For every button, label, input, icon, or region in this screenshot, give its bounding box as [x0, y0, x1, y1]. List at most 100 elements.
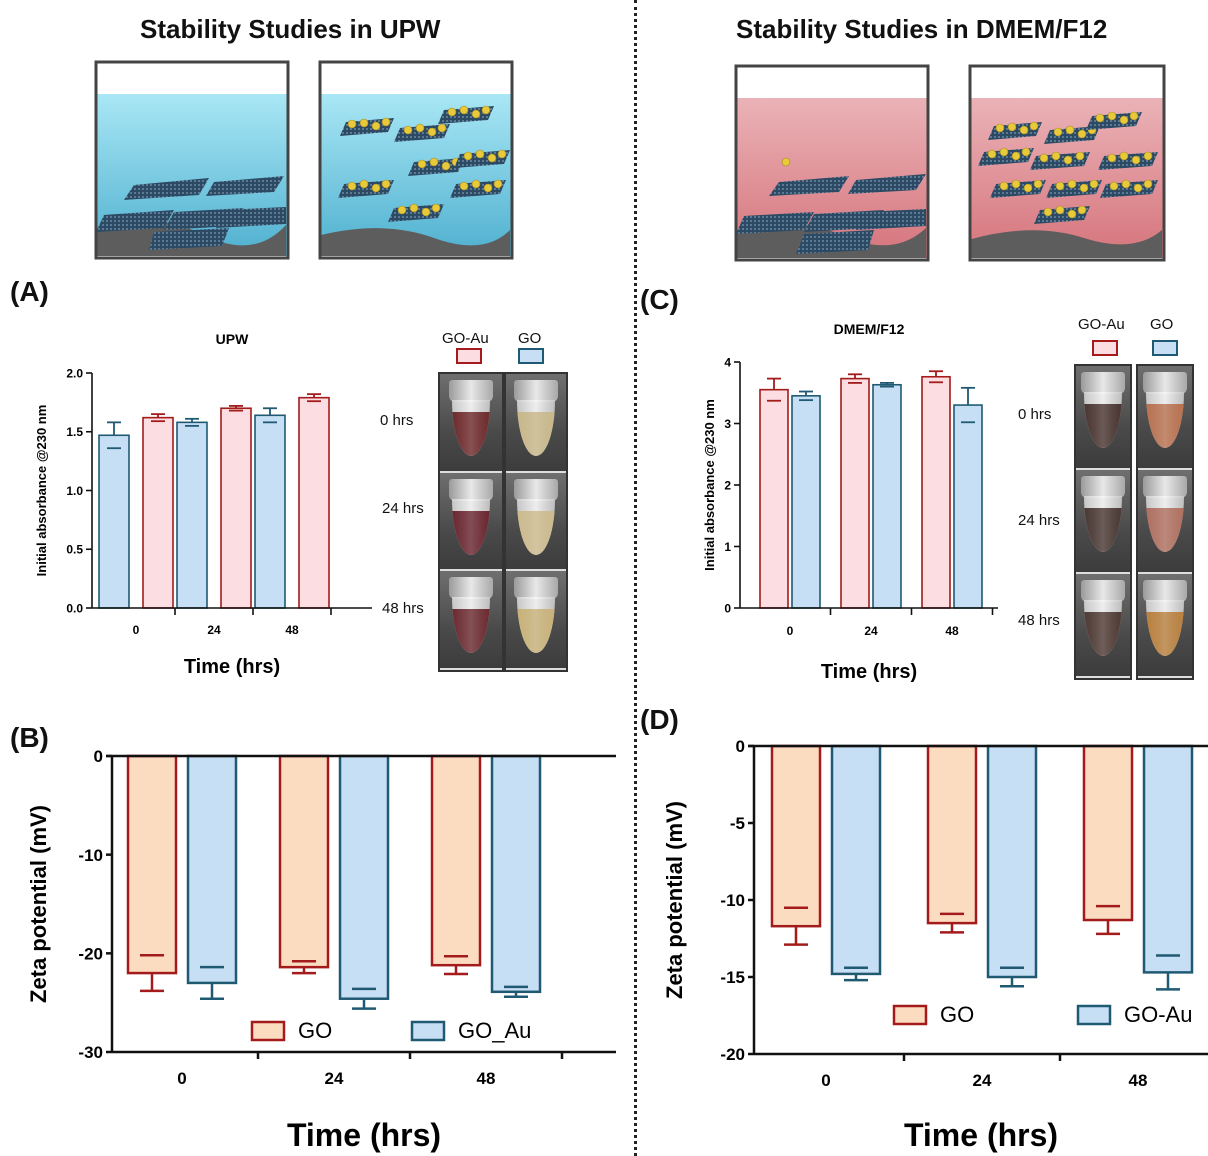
- chart-a-ytick-label-4: 2.0: [66, 366, 83, 380]
- chart-a-xlabel: Time (hrs): [184, 656, 280, 678]
- chart-a-ytick-label-3: 1.5: [66, 425, 83, 439]
- schematic-dmem: [734, 64, 1166, 262]
- chart-a-ytick-label-2: 1.0: [66, 484, 83, 498]
- chart-d-legend-swatch-1: [1076, 1004, 1112, 1026]
- photo-c-row-label-24: 24 hrs: [1018, 512, 1060, 529]
- chart-d-legend-label-1: GO-Au: [1124, 1002, 1192, 1027]
- photo-a-row-label-48: 48 hrs: [382, 600, 424, 617]
- photo-c-tube-1-2: [1138, 574, 1192, 678]
- panel-letter-d: (D): [640, 704, 679, 735]
- chart-d-legend-swatch-0: [892, 1004, 928, 1026]
- chart-c-ytick-label-2: 2: [724, 478, 731, 492]
- photo-c-col-label-go: GO: [1150, 316, 1174, 333]
- chart-d-xtick-label-24: 24: [973, 1071, 992, 1090]
- chart-c-title: DMEM/F12: [834, 321, 905, 337]
- photo-a-column-goau: [438, 372, 504, 672]
- chart-c-bar-0-0: [759, 388, 789, 609]
- photo-a-tube-1-1: [506, 472, 566, 572]
- panel-letter-a: (A): [10, 276, 49, 307]
- chart-d-bar-0-1: [830, 744, 882, 976]
- chart-a-bar-24-1: [220, 407, 252, 609]
- chart-b-ylabel: Zeta potential (mV): [26, 805, 51, 1003]
- photo-c-col-label-goau: GO-Au: [1078, 316, 1125, 333]
- chart-d-ylabel: Zeta potential (mV): [662, 801, 687, 999]
- chart-b-bar-48-1: [490, 754, 542, 994]
- chart-b-bar-0-1: [186, 754, 238, 985]
- photo-c-row-label-48: 48 hrs: [1018, 612, 1060, 629]
- chart-c-ytick-label-3: 3: [724, 417, 731, 431]
- chart-c-bar-0-1: [791, 395, 821, 609]
- chart-b-legend-label-0: GO: [298, 1018, 332, 1043]
- chart-b-bar-24-0: [278, 754, 330, 969]
- chart-d-ytick-label-0: -20: [720, 1045, 745, 1064]
- chart-c-absorbance-dmem: DMEM/F12 0 1 2 3 4 0 24 48 Time (hrs) Initial abso…: [702, 321, 998, 683]
- photo-a-tube-1-0: [506, 374, 566, 473]
- chart-d-zeta-dmem: -20 -15 -10 -5 0 0 24 48 Time (hrs) Zeta potentia…: [662, 737, 1208, 1153]
- photo-a-col-label-go: GO: [518, 330, 542, 347]
- photo-c-column-go: [1136, 364, 1194, 680]
- chart-c-bar-48-1: [953, 404, 983, 609]
- chart-d-ytick-label-2: -10: [720, 891, 745, 910]
- chart-c-ytick-label-0: 0: [724, 601, 731, 615]
- photo-a-swatch-goau: [456, 348, 482, 364]
- chart-d-ytick-label-3: -5: [730, 814, 745, 833]
- photo-c-tube-0-1: [1076, 470, 1130, 574]
- photo-c-row-label-0: 0 hrs: [1018, 406, 1052, 423]
- photo-a-column-go: [504, 372, 568, 672]
- chart-a-ylabel: Initial absorbance @230 nm: [34, 405, 49, 577]
- chart-b-ytick-label-2: -10: [78, 846, 103, 865]
- photo-a-tube-0-1: [440, 472, 502, 572]
- chart-b-bar-48-0: [430, 754, 482, 967]
- chart-b-bar-0-0: [126, 754, 178, 975]
- photo-a-col-label-goau: GO-Au: [442, 330, 489, 347]
- chart-d-xlabel: Time (hrs): [904, 1117, 1058, 1153]
- photo-a-swatch-go: [518, 348, 544, 364]
- chart-b-legend-label-1: GO_Au: [458, 1018, 531, 1043]
- chart-a-bar-48-0: [254, 414, 286, 609]
- chart-b-ytick-label-0: -30: [78, 1043, 103, 1062]
- chart-a-bar-0-0: [98, 434, 130, 609]
- chart-d-xtick-label-0: 0: [821, 1071, 830, 1090]
- chart-a-xtick-label-0: 0: [133, 623, 140, 637]
- chart-a-bar-24-0: [176, 421, 208, 609]
- chart-d-bar-48-0: [1082, 744, 1134, 922]
- chart-c-bar-24-1: [872, 383, 902, 609]
- panel-letter-b: (B): [10, 722, 49, 753]
- beaker-go-upw: [94, 60, 290, 260]
- chart-d-legend-label-0: GO: [940, 1002, 974, 1027]
- chart-b-xlabel: Time (hrs): [287, 1117, 441, 1153]
- photo-c-swatch-go: [1152, 340, 1178, 356]
- photo-c-swatch-goau: [1092, 340, 1118, 356]
- chart-a-xtick-label-48: 48: [285, 623, 299, 637]
- chart-a-ytick-label-1: 0.5: [66, 543, 83, 557]
- header-dmem: Stability Studies in DMEM/F12: [736, 14, 1108, 44]
- photo-c-tube-1-1: [1138, 470, 1192, 574]
- chart-c-xtick-label-0: 0: [787, 624, 794, 638]
- chart-a-title: UPW: [216, 331, 249, 347]
- photo-a-row-label-24: 24 hrs: [382, 500, 424, 517]
- beaker-go-dmem: [734, 64, 930, 262]
- photo-a-tube-1-2: [506, 571, 566, 670]
- chart-c-bar-48-0: [921, 375, 951, 609]
- photo-c-column-goau: [1074, 364, 1132, 680]
- chart-d-bar-24-0: [926, 744, 978, 925]
- schematic-upw: [94, 60, 514, 260]
- chart-b-ytick-label-3: 0: [94, 747, 103, 766]
- chart-c-bar-24-0: [840, 377, 870, 609]
- chart-a-ytick-label-0: 0.0: [66, 601, 83, 615]
- photo-a-row-label-0: 0 hrs: [380, 412, 414, 429]
- chart-b-xtick-label-48: 48: [477, 1069, 496, 1088]
- chart-d-ytick-label-4: 0: [736, 737, 745, 756]
- chart-c-ylabel: Initial absorbance @230 nm: [702, 399, 717, 571]
- chart-c-ytick-label-1: 1: [724, 540, 731, 554]
- beaker-goau-upw: [318, 60, 514, 260]
- chart-a-bar-48-1: [298, 396, 330, 609]
- chart-c-ytick-label-4: 4: [724, 355, 731, 369]
- chart-d-bar-24-1: [986, 744, 1038, 979]
- chart-c-xtick-label-48: 48: [945, 624, 959, 638]
- chart-b-xtick-label-0: 0: [177, 1069, 186, 1088]
- photo-a-tube-0-2: [440, 571, 502, 670]
- chart-b-bar-24-1: [338, 754, 390, 1000]
- beaker-goau-dmem: [968, 64, 1166, 262]
- photo-c-tube-0-2: [1076, 574, 1130, 678]
